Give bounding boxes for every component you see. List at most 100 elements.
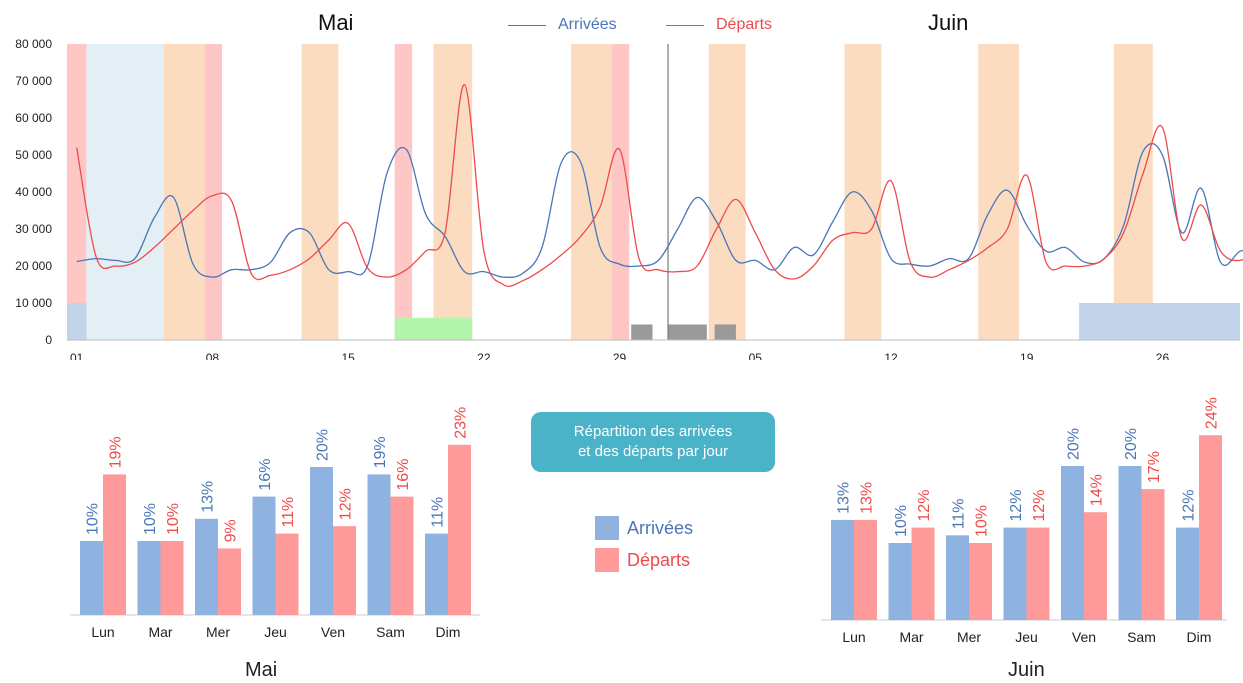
x-tick-label: 01 bbox=[70, 351, 84, 360]
bottom-block-3 bbox=[631, 324, 653, 340]
background-band-3 bbox=[204, 44, 223, 340]
arrivals-value-label: 11% bbox=[430, 497, 447, 528]
weekday-label: Ven bbox=[321, 624, 345, 640]
bar-legend-arrivals: Arrivées bbox=[595, 512, 693, 544]
background-band-1 bbox=[86, 44, 164, 340]
weekday-label: Jeu bbox=[1015, 629, 1038, 645]
arrivals-value-label: 13% bbox=[200, 481, 217, 513]
departures-value-label: 10% bbox=[974, 505, 991, 537]
weekday-label: Mar bbox=[899, 629, 923, 645]
arrivals-value-label: 10% bbox=[142, 503, 159, 535]
departures-value-label: 13% bbox=[859, 482, 876, 514]
weekday-label: Dim bbox=[1187, 629, 1212, 645]
background-band-11 bbox=[978, 44, 1019, 340]
may-weekday-bar-chart: 10% 19% Lun 10% 10% Mar 13% 9% Mer 16% 11% Jeu 20% 12… bbox=[70, 407, 480, 640]
departures-value-label: 12% bbox=[916, 490, 933, 522]
arrivals-value-label: 10% bbox=[893, 505, 910, 537]
x-tick-label: 26 bbox=[1156, 351, 1170, 360]
weekday-label: Lun bbox=[842, 629, 865, 645]
arrivals-bar bbox=[888, 543, 912, 620]
y-tick-label: 50 000 bbox=[15, 148, 52, 162]
departures-bar bbox=[160, 541, 184, 615]
background-band-5 bbox=[394, 44, 413, 340]
x-tick-label: 22 bbox=[477, 351, 491, 360]
arrivals-bar bbox=[367, 474, 391, 615]
departures-bar bbox=[103, 474, 126, 615]
arrivals-value-label: 20% bbox=[1066, 428, 1083, 460]
arrivals-value-label: 13% bbox=[836, 482, 853, 514]
y-tick-label: 20 000 bbox=[15, 259, 52, 273]
departures-bar bbox=[390, 496, 414, 615]
weekday-label: Ven bbox=[1072, 629, 1096, 645]
departures-value-label: 17% bbox=[1146, 451, 1163, 483]
arrivals-value-label: 19% bbox=[372, 436, 389, 468]
bar-legend-departures-swatch bbox=[595, 548, 619, 572]
y-tick-label: 40 000 bbox=[15, 185, 52, 199]
x-tick-label: 29 bbox=[613, 351, 627, 360]
departures-bar bbox=[275, 533, 299, 615]
weekday-label: Mar bbox=[148, 624, 172, 640]
bar-legend-arrivals-label: Arrivées bbox=[627, 517, 694, 538]
background-band-2 bbox=[163, 44, 205, 340]
bottom-block-0 bbox=[67, 303, 87, 340]
arrivals-value-label: 12% bbox=[1181, 490, 1198, 522]
legend-departures-label: Départs bbox=[716, 16, 773, 33]
departures-value-label: 14% bbox=[1089, 474, 1106, 506]
arrivals-value-label: 11% bbox=[951, 498, 968, 529]
arrivals-bar bbox=[80, 541, 103, 615]
arrivals-bar bbox=[1003, 527, 1027, 620]
bar-legend-departures-label: Départs bbox=[627, 549, 691, 570]
bar-legend-departures: Départs bbox=[595, 544, 693, 576]
info-box-line2: et des départs par jour bbox=[577, 443, 729, 460]
info-box: Répartition des arrivées et des départs … bbox=[531, 412, 775, 472]
departures-bar bbox=[1199, 435, 1222, 620]
bar-legend: Arrivées Départs bbox=[595, 512, 693, 576]
bottom-block-4 bbox=[668, 324, 707, 340]
arrivals-bar bbox=[946, 535, 969, 620]
info-box-line1: Répartition des arrivées bbox=[573, 423, 733, 440]
x-tick-label: 12 bbox=[884, 351, 898, 360]
bottom-block-2 bbox=[394, 317, 473, 340]
may-bar-title: Mai bbox=[245, 659, 278, 681]
departures-bar bbox=[969, 543, 992, 620]
departures-bar bbox=[333, 526, 356, 615]
arrivals-bar bbox=[195, 518, 218, 615]
departures-bar bbox=[1026, 527, 1050, 620]
departures-value-label: 12% bbox=[1031, 490, 1048, 522]
weekday-label: Jeu bbox=[264, 624, 287, 640]
weekday-label: Dim bbox=[436, 624, 461, 640]
legend-arrivals-label: Arrivées bbox=[558, 16, 617, 33]
arrivals-departures-line-chart: 0 10 000 20 000 30 000 40 000 50 000 60 000 70 … bbox=[15, 37, 1243, 360]
arrivals-bar bbox=[137, 541, 161, 615]
background-band-6 bbox=[433, 44, 473, 340]
arrivals-line-swatch bbox=[508, 24, 546, 26]
y-tick-label: 80 000 bbox=[15, 37, 52, 51]
arrivals-value-label: 20% bbox=[1123, 428, 1140, 460]
arrivals-series-line bbox=[76, 143, 1243, 279]
arrivals-bar bbox=[425, 533, 448, 615]
arrivals-bar bbox=[1061, 466, 1084, 620]
month-header-june: Juin bbox=[928, 10, 969, 35]
background-band-8 bbox=[611, 44, 630, 340]
bar-legend-arrivals-swatch bbox=[595, 516, 619, 540]
departures-series-line bbox=[76, 84, 1243, 287]
background-band-12 bbox=[1113, 44, 1153, 340]
departures-bar bbox=[854, 519, 877, 620]
y-tick-label: 60 000 bbox=[15, 111, 52, 125]
month-header-may: Mai bbox=[318, 10, 354, 35]
weekday-label: Mer bbox=[206, 624, 230, 640]
weekday-label: Mer bbox=[957, 629, 981, 645]
departures-bar bbox=[1084, 512, 1107, 620]
arrivals-bar bbox=[1176, 527, 1199, 620]
departures-value-label: 11% bbox=[280, 497, 297, 528]
background-band-10 bbox=[844, 44, 882, 340]
background-band-9 bbox=[708, 44, 746, 340]
x-tick-label: 08 bbox=[206, 351, 220, 360]
departures-value-label: 12% bbox=[338, 488, 355, 520]
arrivals-bar bbox=[310, 467, 333, 615]
departures-value-label: 16% bbox=[395, 459, 412, 491]
background-band-4 bbox=[301, 44, 339, 340]
departures-value-label: 9% bbox=[223, 519, 240, 542]
weekday-label: Sam bbox=[1127, 629, 1156, 645]
departures-bar bbox=[218, 548, 241, 615]
